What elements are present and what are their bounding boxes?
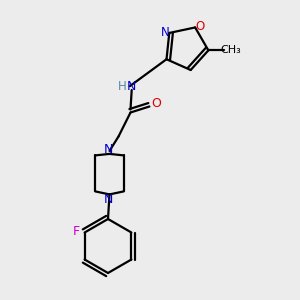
- Text: N: N: [160, 26, 169, 38]
- Text: N: N: [104, 142, 114, 156]
- Text: O: O: [152, 97, 161, 110]
- Text: F: F: [73, 225, 80, 239]
- Text: N: N: [104, 193, 114, 206]
- Text: O: O: [195, 20, 204, 33]
- Text: CH₃: CH₃: [220, 45, 241, 56]
- Text: N: N: [127, 80, 136, 93]
- Text: H: H: [118, 80, 127, 93]
